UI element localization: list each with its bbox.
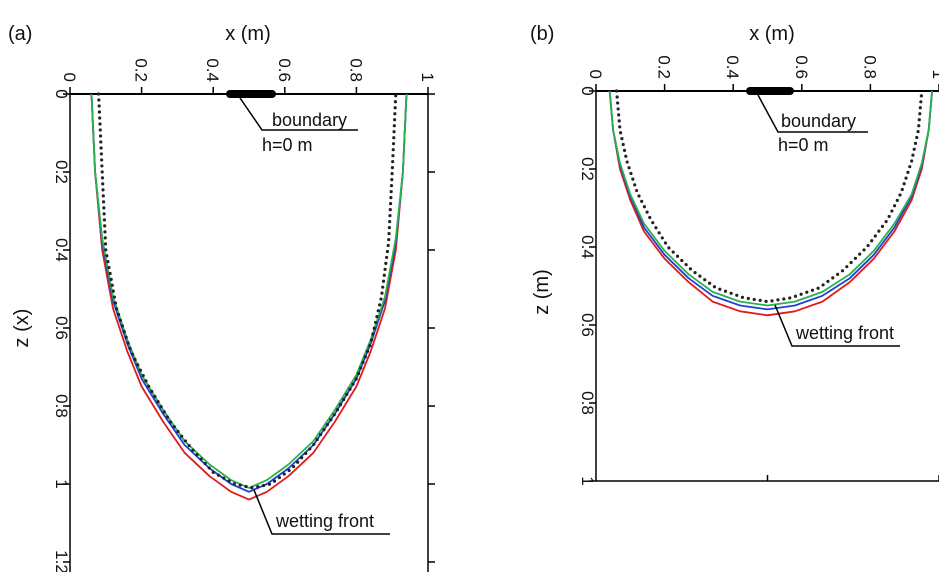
y-tick-label: 0.8	[52, 394, 71, 418]
panel-a-label: (a)	[8, 23, 32, 45]
panel-a-boundary-sublabel: h=0 m	[262, 135, 313, 155]
panel-a-series	[90, 92, 408, 501]
panel-b: (b) x (m) z (m) 0 0.2 0.4 0.6 0.8 1 0 0.2 0.4 0.…	[530, 23, 939, 486]
series-line-2	[608, 90, 933, 311]
panel-a-y-ticks: 0 0.2 0.4 0.6 0.8 1 1.2	[52, 89, 435, 572]
panel-a-wetting-front-label: wetting front	[275, 511, 374, 531]
series-line-3	[90, 93, 408, 489]
panel-b-wetting-front-annotation: wetting front	[774, 304, 900, 347]
x-tick-label: 0	[60, 73, 79, 82]
x-tick-label: 0.2	[132, 58, 151, 82]
series-line-4	[614, 89, 924, 304]
y-tick-label: 0.6	[52, 316, 71, 340]
panel-a: (a) x (m) z (x) 0 0.2 0.4 0.6 0.8 1 0 0.2 0.4 0.…	[8, 23, 437, 572]
panel-a-x-axis-label: x (m)	[225, 23, 271, 45]
y-tick-label: 1	[52, 479, 71, 488]
series-line-1	[608, 90, 933, 317]
panel-b-wetting-front-label: wetting front	[795, 323, 894, 343]
y-tick-label: 0.2	[578, 157, 597, 181]
panel-b-boundary-leader	[757, 94, 868, 133]
y-tick-label: 0	[578, 86, 597, 95]
x-tick-label: 1	[929, 70, 939, 79]
x-tick-label: 0	[586, 70, 605, 79]
panel-b-y-ticks: 0 0.2 0.4 0.6 0.8 1	[578, 86, 939, 486]
panel-b-series	[608, 89, 933, 317]
x-tick-label: 1	[418, 73, 437, 82]
x-tick-label: 0.6	[792, 55, 811, 79]
y-tick-label: 0	[52, 89, 71, 98]
panel-a-boundary-leader	[239, 97, 358, 131]
panel-b-x-ticks: 0 0.2 0.4 0.6 0.8 1	[586, 55, 939, 91]
panel-b-x-axis-label: x (m)	[749, 23, 795, 45]
panel-a-x-ticks: 0 0.2 0.4 0.6 0.8 1	[60, 58, 437, 94]
panel-b-label: (b)	[530, 23, 554, 45]
x-tick-label: 0.8	[860, 55, 879, 79]
y-tick-label: 1	[578, 476, 597, 485]
panel-b-boundary-sublabel: h=0 m	[778, 135, 829, 155]
y-tick-label: 0.8	[578, 391, 597, 415]
panel-a-wetting-front-annotation: wetting front	[253, 489, 390, 535]
y-tick-label: 1.2	[52, 550, 71, 572]
x-tick-label: 0.2	[655, 55, 674, 79]
y-tick-label: 0.4	[52, 238, 71, 262]
panel-a-boundary-label: boundary	[272, 110, 347, 130]
panel-b-axes	[595, 90, 939, 482]
panel-b-wetting-front-leader	[774, 304, 900, 347]
x-tick-label: 0.8	[346, 58, 365, 82]
y-tick-label: 0.2	[52, 160, 71, 184]
panel-b-boundary-label: boundary	[781, 111, 856, 131]
panel-a-boundary-annotation: boundary h=0 m	[226, 90, 358, 155]
x-tick-label: 0.4	[203, 58, 222, 82]
series-line-1	[90, 93, 408, 501]
y-tick-label: 0.6	[578, 313, 597, 337]
series-line-2	[90, 93, 408, 493]
series-line-3	[608, 90, 933, 307]
panel-a-y-axis-label: z (x)	[11, 309, 33, 348]
x-tick-label: 0.4	[723, 55, 742, 79]
x-tick-label: 0.6	[275, 58, 294, 82]
series-line-4	[96, 92, 398, 490]
panel-a-wetting-front-leader	[253, 489, 390, 535]
y-tick-label: 0.4	[578, 235, 597, 259]
panel-b-y-axis-label: z (m)	[531, 269, 553, 315]
panel-b-boundary-annotation: boundary h=0 m	[746, 87, 868, 155]
